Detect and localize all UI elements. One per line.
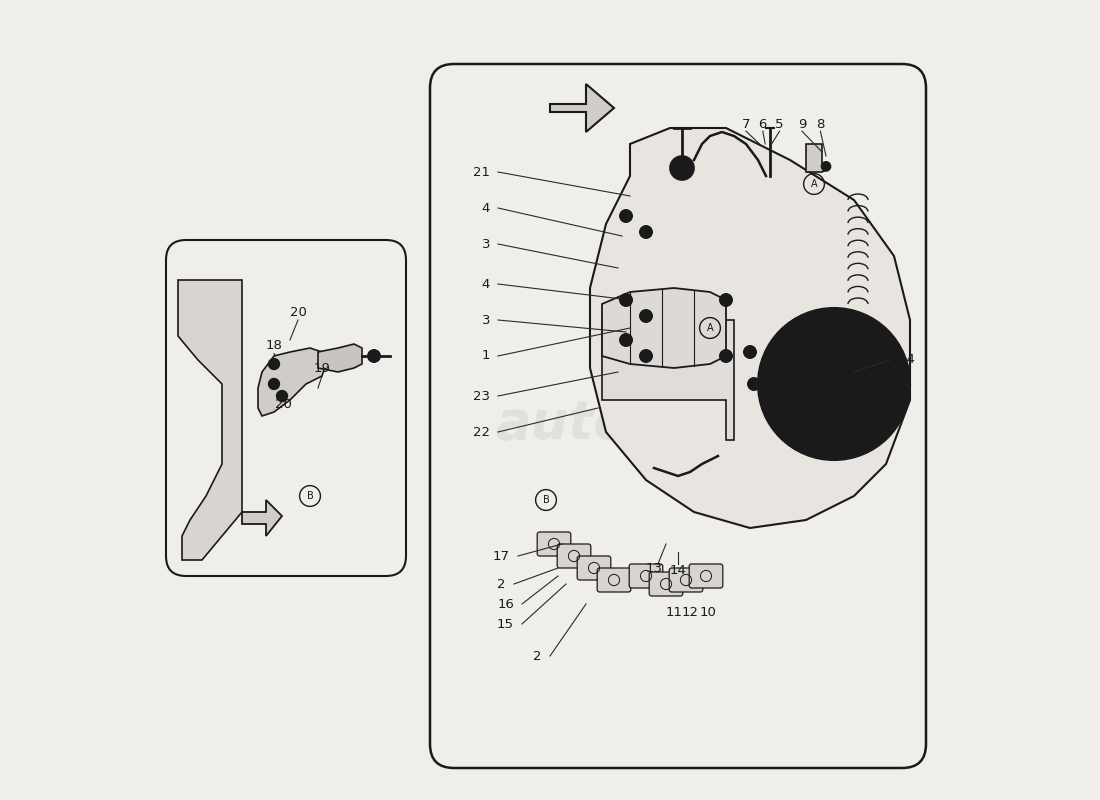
Circle shape xyxy=(748,378,760,390)
Circle shape xyxy=(744,346,757,358)
Text: 3: 3 xyxy=(482,238,490,250)
Polygon shape xyxy=(242,500,282,536)
Text: 18: 18 xyxy=(265,339,283,352)
Text: 10: 10 xyxy=(700,606,717,618)
Text: 12: 12 xyxy=(682,606,698,618)
Circle shape xyxy=(719,294,733,306)
Text: 16: 16 xyxy=(497,598,514,610)
Text: 21: 21 xyxy=(473,166,490,178)
Circle shape xyxy=(778,328,890,440)
Circle shape xyxy=(822,162,830,171)
Circle shape xyxy=(367,350,381,362)
Text: 13: 13 xyxy=(646,562,662,574)
Circle shape xyxy=(619,334,632,346)
Text: 17: 17 xyxy=(493,550,510,562)
Text: 4: 4 xyxy=(482,202,490,214)
FancyBboxPatch shape xyxy=(649,572,683,596)
Text: 6: 6 xyxy=(759,118,767,130)
Circle shape xyxy=(268,378,279,390)
Polygon shape xyxy=(806,144,830,172)
Text: 2: 2 xyxy=(534,650,542,662)
FancyBboxPatch shape xyxy=(537,532,571,556)
Polygon shape xyxy=(258,348,326,416)
Text: 15: 15 xyxy=(497,618,514,630)
Text: 8: 8 xyxy=(816,118,825,130)
Circle shape xyxy=(276,390,287,402)
Circle shape xyxy=(758,308,910,460)
Circle shape xyxy=(639,226,652,238)
Polygon shape xyxy=(318,344,362,372)
Polygon shape xyxy=(178,280,242,560)
Circle shape xyxy=(619,294,632,306)
FancyBboxPatch shape xyxy=(669,568,703,592)
Text: 20: 20 xyxy=(275,398,292,410)
Polygon shape xyxy=(602,288,726,368)
Circle shape xyxy=(719,350,733,362)
Text: 11: 11 xyxy=(666,606,682,618)
Circle shape xyxy=(670,156,694,180)
Text: 1: 1 xyxy=(482,350,490,362)
Text: autospecs: autospecs xyxy=(495,398,798,450)
Text: 3: 3 xyxy=(482,314,490,326)
Text: 23: 23 xyxy=(473,390,490,402)
Circle shape xyxy=(639,310,652,322)
Polygon shape xyxy=(602,320,734,440)
Circle shape xyxy=(639,350,652,362)
Text: 19: 19 xyxy=(314,362,330,374)
Text: B: B xyxy=(542,495,549,505)
Polygon shape xyxy=(550,84,614,132)
Text: B: B xyxy=(307,491,314,501)
Text: 5: 5 xyxy=(776,118,784,130)
Text: 24: 24 xyxy=(898,354,915,366)
Text: 22: 22 xyxy=(473,426,490,438)
Text: 7: 7 xyxy=(741,118,750,130)
Text: 9: 9 xyxy=(798,118,806,130)
Circle shape xyxy=(619,210,632,222)
Text: 4: 4 xyxy=(482,278,490,290)
FancyBboxPatch shape xyxy=(578,556,610,580)
Text: 14: 14 xyxy=(670,564,686,577)
Circle shape xyxy=(268,358,279,370)
FancyBboxPatch shape xyxy=(629,564,663,588)
Text: 2: 2 xyxy=(497,578,506,590)
FancyBboxPatch shape xyxy=(690,564,723,588)
FancyBboxPatch shape xyxy=(558,544,591,568)
Text: A: A xyxy=(811,179,817,189)
Polygon shape xyxy=(590,128,910,528)
Text: 20: 20 xyxy=(289,306,307,318)
FancyBboxPatch shape xyxy=(597,568,630,592)
Text: A: A xyxy=(706,323,713,333)
